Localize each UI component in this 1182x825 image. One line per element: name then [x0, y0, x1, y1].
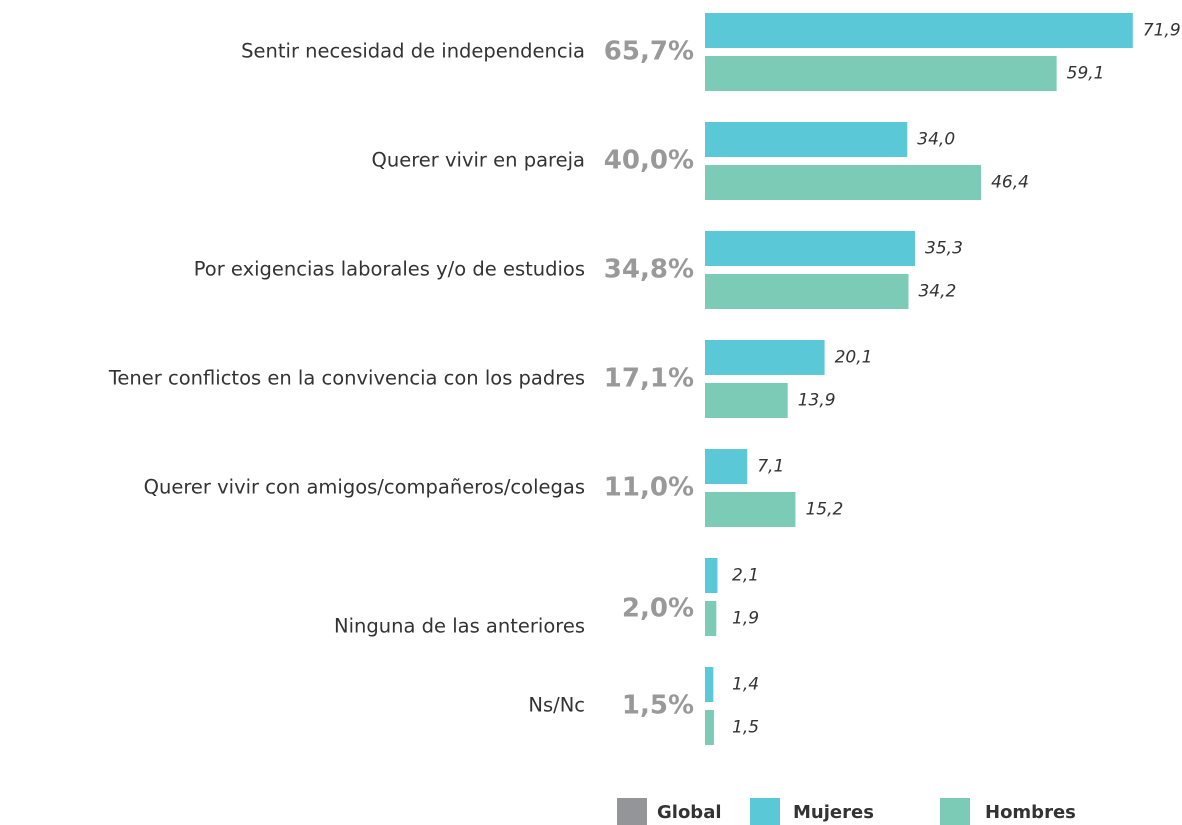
value-label: 15,2 — [805, 500, 843, 520]
bar — [705, 165, 982, 200]
category-label: Tener conflictos en la convivencia con l… — [108, 367, 585, 390]
global-value: 2,0% — [622, 594, 694, 624]
bar — [705, 449, 748, 484]
category-label: Sentir necesidad de independencia — [241, 40, 585, 63]
value-label: 7,1 — [757, 457, 784, 477]
category-label: Querer vivir en pareja — [372, 149, 585, 172]
category-label: Ns/Nc — [528, 694, 585, 717]
value-label: 34,0 — [917, 130, 955, 150]
category-label: Querer vivir con amigos/compañeros/coleg… — [144, 476, 585, 499]
bar — [705, 56, 1057, 91]
bar — [705, 274, 909, 309]
global-value: 40,0% — [604, 146, 694, 176]
value-label: 1,4 — [732, 675, 759, 695]
bar — [705, 710, 714, 745]
bar — [705, 231, 916, 266]
value-label: 2,1 — [732, 566, 759, 586]
bar — [705, 13, 1133, 48]
bar — [705, 383, 788, 418]
global-value: 34,8% — [604, 255, 694, 285]
value-label: 71,9 — [1143, 21, 1181, 41]
value-label: 46,4 — [991, 173, 1029, 193]
value-label: 1,5 — [732, 718, 759, 738]
legend-label: Hombres — [985, 802, 1076, 823]
bar — [705, 492, 796, 527]
legend-label: Mujeres — [793, 802, 874, 823]
bar — [705, 558, 718, 593]
global-value: 17,1% — [604, 364, 694, 394]
global-value: 1,5% — [622, 691, 694, 721]
global-value: 11,0% — [604, 473, 694, 503]
bar — [705, 601, 717, 636]
legend-swatch — [617, 798, 647, 825]
category-label: Por exigencias laborales y/o de estudios — [194, 258, 585, 281]
legend-label: Global — [657, 802, 722, 823]
value-label: 20,1 — [835, 348, 873, 368]
category-label: Ninguna de las anteriores — [334, 615, 585, 638]
value-label: 59,1 — [1067, 64, 1105, 84]
value-label: 34,2 — [918, 282, 956, 302]
bar — [705, 122, 908, 157]
legend-swatch — [750, 798, 780, 825]
value-label: 1,9 — [732, 609, 759, 629]
global-value: 65,7% — [604, 37, 694, 67]
value-label: 35,3 — [925, 239, 963, 259]
value-label: 13,9 — [798, 391, 836, 411]
bar — [705, 340, 825, 375]
legend-swatch — [940, 798, 970, 825]
bar — [705, 667, 714, 702]
